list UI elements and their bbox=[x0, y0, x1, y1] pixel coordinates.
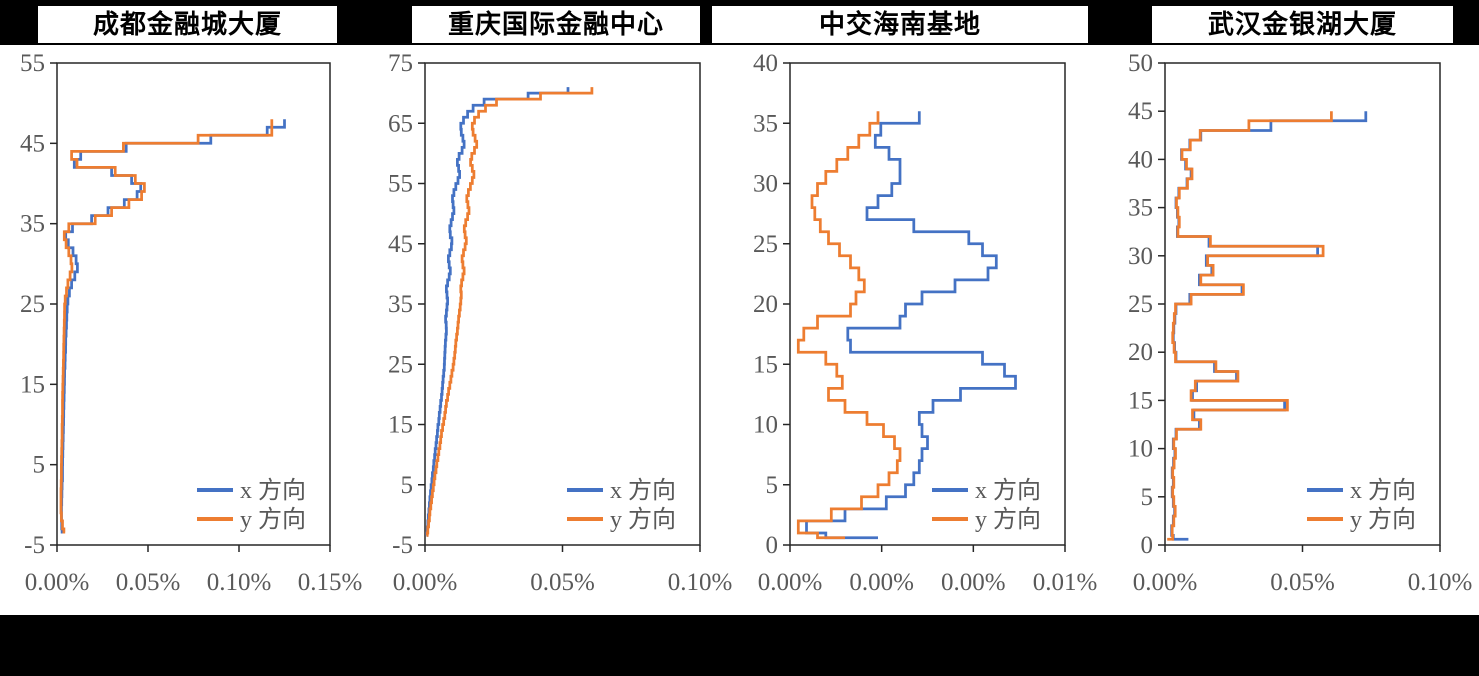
legend-label-x-direction: x 方向 bbox=[610, 477, 676, 504]
y-axis-label: 0 bbox=[766, 532, 779, 559]
y-axis-label: 0 bbox=[1141, 532, 1154, 559]
y-axis-label: 15 bbox=[1128, 387, 1153, 414]
chart-1: 55 45 35 25 15 5 -5 0.00% 0.05% 0.10% 0.15% x 方向y 方… bbox=[20, 50, 362, 596]
series-y-direction-path bbox=[1167, 111, 1333, 541]
x-axis-label: 0.00% bbox=[1133, 569, 1198, 596]
y-axis-label: 55 bbox=[20, 50, 45, 77]
x-axis-label: 0.00% bbox=[849, 569, 914, 596]
y-axis-label: 30 bbox=[753, 171, 778, 198]
legend-label-x-direction: x 方向 bbox=[975, 477, 1041, 504]
plot-border bbox=[424, 62, 701, 546]
y-axis-label: 5 bbox=[766, 472, 779, 499]
chart-title-chengdu: 成都金融城大厦 bbox=[38, 6, 337, 43]
y-axis-label: 45 bbox=[20, 130, 45, 157]
x-axis-label: 0.10% bbox=[207, 569, 272, 596]
y-axis-label: 5 bbox=[33, 452, 46, 479]
x-axis-label: 0.05% bbox=[116, 569, 181, 596]
legend-label-y-direction: y 方向 bbox=[975, 506, 1041, 533]
chart-title-hainan: 中交海南基地 bbox=[712, 6, 1088, 43]
x-axis-label: 0.00% bbox=[758, 569, 823, 596]
y-axis-label: 10 bbox=[1128, 436, 1153, 463]
chart-title-chongqing: 重庆国际金融中心 bbox=[412, 6, 700, 43]
y-axis-label: 40 bbox=[753, 50, 778, 77]
x-axis-label: 0.05% bbox=[530, 569, 595, 596]
y-axis-label: 20 bbox=[1128, 339, 1153, 366]
series-x-direction-path bbox=[60, 119, 286, 534]
chart-3: 40 35 30 25 20 15 10 5 0 0.00% 0.00% 0.00% 0.01% x 方向… bbox=[753, 50, 1097, 596]
series-x-direction-path bbox=[805, 111, 1017, 540]
y-axis-label: -5 bbox=[24, 532, 45, 559]
y-axis-label: 40 bbox=[1128, 146, 1153, 173]
legend-label-y-direction: y 方向 bbox=[1350, 506, 1416, 533]
y-axis-label: 5 bbox=[1141, 484, 1154, 511]
x-axis-label: 0.00% bbox=[393, 569, 458, 596]
x-axis-label: 0.05% bbox=[1270, 569, 1335, 596]
plot-border bbox=[56, 62, 331, 546]
series-x-direction-path bbox=[425, 87, 570, 537]
legend-label-x-direction: x 方向 bbox=[1350, 477, 1416, 504]
x-axis-label: 0.00% bbox=[25, 569, 90, 596]
y-axis-label: 15 bbox=[753, 351, 778, 378]
legend-label-y-direction: y 方向 bbox=[240, 506, 306, 533]
y-axis-label: 55 bbox=[388, 171, 413, 198]
y-axis-label: 45 bbox=[1128, 98, 1153, 125]
x-axis-label: 0.10% bbox=[668, 569, 733, 596]
plot-border bbox=[789, 62, 1066, 546]
chart-2: 75 65 55 45 35 25 15 5 -5 0.00% 0.05% 0.10% x 方向y 方向 bbox=[388, 50, 732, 596]
series-x-direction-path bbox=[1170, 111, 1368, 541]
y-axis-label: 35 bbox=[1128, 195, 1153, 222]
y-axis-label: 25 bbox=[20, 291, 45, 318]
legend-label-y-direction: y 方向 bbox=[610, 506, 676, 533]
y-axis-label: 25 bbox=[388, 351, 413, 378]
y-axis-label: -5 bbox=[392, 532, 413, 559]
y-axis-label: 30 bbox=[1128, 243, 1153, 270]
bottom-bar bbox=[0, 615, 1479, 676]
y-axis-label: 35 bbox=[20, 211, 45, 238]
y-axis-label: 20 bbox=[753, 291, 778, 318]
chart-title-wuhan: 武汉金银湖大厦 bbox=[1152, 6, 1453, 43]
y-axis-label: 25 bbox=[753, 231, 778, 258]
y-axis-label: 75 bbox=[388, 50, 413, 77]
series-y-direction-path bbox=[59, 119, 274, 534]
y-axis-label: 45 bbox=[388, 231, 413, 258]
y-axis-label: 25 bbox=[1128, 291, 1153, 318]
series-y-direction-path bbox=[425, 87, 594, 537]
charts-panel bbox=[0, 45, 1479, 615]
y-axis-label: 15 bbox=[388, 412, 413, 439]
x-axis-label: 0.01% bbox=[1033, 569, 1098, 596]
legend-label-x-direction: x 方向 bbox=[240, 477, 306, 504]
x-axis-label: 0.10% bbox=[1408, 569, 1473, 596]
y-axis-label: 5 bbox=[401, 472, 414, 499]
y-axis-label: 15 bbox=[20, 371, 45, 398]
y-axis-label: 65 bbox=[388, 110, 413, 137]
plot-border bbox=[1164, 62, 1441, 546]
x-axis-label: 0.15% bbox=[298, 569, 363, 596]
y-axis-label: 10 bbox=[753, 412, 778, 439]
x-axis-label: 0.00% bbox=[941, 569, 1006, 596]
y-axis-label: 50 bbox=[1128, 50, 1153, 77]
y-axis-label: 35 bbox=[388, 291, 413, 318]
series-y-direction-path bbox=[796, 111, 902, 540]
y-axis-label: 35 bbox=[753, 110, 778, 137]
